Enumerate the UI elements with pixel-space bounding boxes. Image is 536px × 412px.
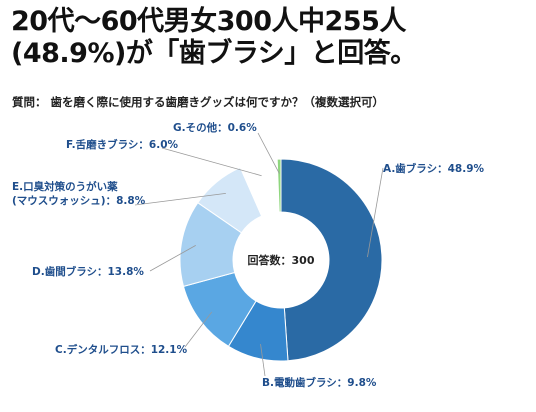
slice-label: G.その他：0.6% (173, 121, 257, 134)
pie-slice (280, 158, 383, 362)
slice-label: (マウスウォッシュ)：8.8% (12, 195, 146, 207)
leader-line (149, 245, 196, 272)
headline: 20代〜60代男女300人中255人 (48.9%)が「歯ブラシ」と回答。 (11, 6, 526, 70)
slice-label: F.舌磨きブラシ：6.0% (66, 138, 179, 151)
slice-label: E.口臭対策のうがい薬 (12, 180, 118, 193)
leader-line (260, 343, 266, 377)
slice-label: B.電動歯ブラシ：9.8% (262, 376, 377, 389)
leader-line (367, 167, 384, 258)
question-text: 質問： 歯を磨く際に使用する歯磨きグッズは何ですか？（複数選択可） (12, 95, 384, 109)
leader-line (257, 132, 280, 174)
pie-slice (276, 158, 282, 213)
slice-label: A.歯ブラシ：48.9% (383, 162, 485, 175)
leader-line (184, 311, 213, 348)
center-label: 回答数：300 (248, 253, 315, 267)
headline-line-1: 20代〜60代男女300人中255人 (11, 6, 406, 37)
slice-label: D.歯間ブラシ：13.8% (32, 265, 144, 278)
slice-label: C.デンタルフロス：12.1% (55, 343, 188, 356)
leader-line (161, 147, 262, 177)
leader-line (134, 192, 226, 206)
headline-line-2: (48.9%)が「歯ブラシ」と回答。 (11, 38, 417, 69)
